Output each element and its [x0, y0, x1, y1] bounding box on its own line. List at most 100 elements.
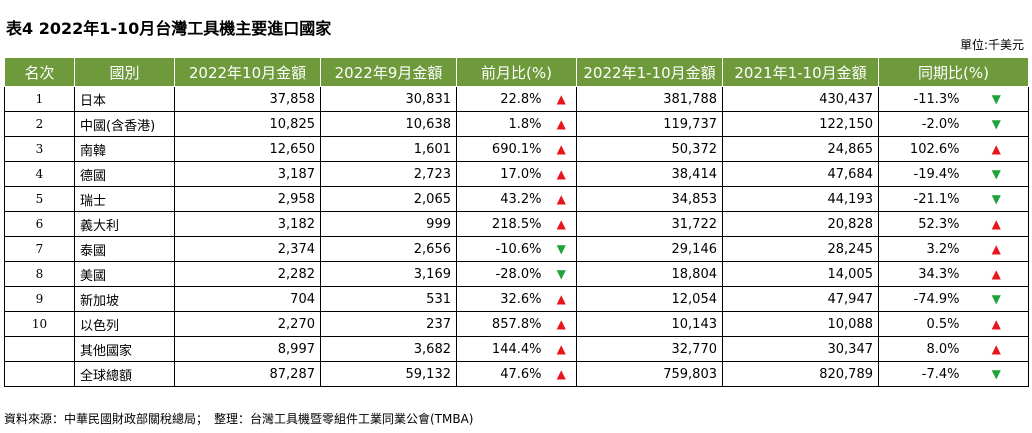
mom-cell: 144.4% — [456, 336, 547, 362]
yoy-cell: -19.4% — [878, 161, 965, 187]
table-row: 9 新加坡 704 531 32.6% ▲ 12,054 47,947 -74.9% ▼ — [4, 286, 1029, 312]
yoy-cell: 34.3% — [878, 261, 965, 287]
yoy-cell: -7.4% — [878, 361, 965, 387]
ytd2021-cell: 44,193 — [722, 186, 879, 212]
ytd2021-cell: 430,437 — [722, 86, 879, 112]
ytd2021-cell: 47,684 — [722, 161, 879, 187]
source-note: 資料來源：中華民國財政部關稅總局； 整理：台灣工具機暨零組件工業同業公會(TMB… — [4, 412, 474, 426]
mom-cell: 1.8% — [456, 111, 547, 137]
rank-cell — [4, 336, 75, 362]
yoy-arrow-icon: ▼ — [964, 186, 1029, 212]
rank-cell: 3 — [4, 136, 75, 162]
oct2022-cell: 2,958 — [174, 186, 321, 212]
ytd2021-cell: 14,005 — [722, 261, 879, 287]
country-cell: 泰國 — [74, 236, 175, 262]
sep2022-cell: 30,831 — [320, 86, 457, 112]
table-row: 7 泰國 2,374 2,656 -10.6% ▼ 29,146 28,245 3.2% ▲ — [4, 236, 1029, 262]
mom-cell: 47.6% — [456, 361, 547, 387]
oct2022-cell: 2,270 — [174, 311, 321, 337]
country-cell: 義大利 — [74, 211, 175, 237]
header-row: 名次 國別 2022年10月金額 2022年9月金額 前月比(%) 2022年1… — [4, 57, 1029, 87]
ytd2022-cell: 759,803 — [576, 361, 723, 387]
yoy-arrow-icon: ▲ — [964, 311, 1029, 337]
mom-cell: 22.8% — [456, 86, 547, 112]
mom-arrow-icon: ▲ — [546, 361, 577, 387]
header-ytd2021: 2021年1-10月金額 — [722, 57, 879, 87]
mom-arrow-icon: ▲ — [546, 136, 577, 162]
mom-cell: 857.8% — [456, 311, 547, 337]
country-cell: 其他國家 — [74, 336, 175, 362]
rank-cell: 9 — [4, 286, 75, 312]
mom-arrow-icon: ▲ — [546, 86, 577, 112]
country-cell: 以色列 — [74, 311, 175, 337]
country-cell: 日本 — [74, 86, 175, 112]
oct2022-cell: 8,997 — [174, 336, 321, 362]
yoy-cell: -2.0% — [878, 111, 965, 137]
mom-arrow-icon: ▼ — [546, 236, 577, 262]
header-sep2022: 2022年9月金額 — [320, 57, 457, 87]
country-cell: 全球總額 — [74, 361, 175, 387]
mom-arrow-icon: ▲ — [546, 311, 577, 337]
country-cell: 中國(含香港) — [74, 111, 175, 137]
mom-cell: 690.1% — [456, 136, 547, 162]
import-table: 名次 國別 2022年10月金額 2022年9月金額 前月比(%) 2022年1… — [4, 57, 1029, 387]
yoy-cell: -74.9% — [878, 286, 965, 312]
unit-label: 單位:千美元 — [959, 38, 1024, 52]
sep2022-cell: 2,065 — [320, 186, 457, 212]
sep2022-cell: 237 — [320, 311, 457, 337]
mom-cell: 218.5% — [456, 211, 547, 237]
mom-arrow-icon: ▲ — [546, 336, 577, 362]
sep2022-cell: 3,682 — [320, 336, 457, 362]
ytd2021-cell: 30,347 — [722, 336, 879, 362]
country-cell: 瑞士 — [74, 186, 175, 212]
sep2022-cell: 531 — [320, 286, 457, 312]
header-rank: 名次 — [4, 57, 75, 87]
ytd2022-cell: 32,770 — [576, 336, 723, 362]
table-row: 其他國家 8,997 3,682 144.4% ▲ 32,770 30,347 8.0% ▲ — [4, 336, 1029, 362]
mom-arrow-icon: ▲ — [546, 186, 577, 212]
header-oct2022: 2022年10月金額 — [174, 57, 321, 87]
oct2022-cell: 3,182 — [174, 211, 321, 237]
table-row: 5 瑞士 2,958 2,065 43.2% ▲ 34,853 44,193 -21.1% ▼ — [4, 186, 1029, 212]
yoy-cell: 0.5% — [878, 311, 965, 337]
yoy-arrow-icon: ▼ — [964, 286, 1029, 312]
sep2022-cell: 999 — [320, 211, 457, 237]
ytd2021-cell: 24,865 — [722, 136, 879, 162]
oct2022-cell: 3,187 — [174, 161, 321, 187]
oct2022-cell: 2,282 — [174, 261, 321, 287]
sep2022-cell: 1,601 — [320, 136, 457, 162]
oct2022-cell: 87,287 — [174, 361, 321, 387]
yoy-arrow-icon: ▲ — [964, 136, 1029, 162]
header-country: 國別 — [74, 57, 175, 87]
table-row: 4 德國 3,187 2,723 17.0% ▲ 38,414 47,684 -19.4% ▼ — [4, 161, 1029, 187]
mom-arrow-icon: ▲ — [546, 161, 577, 187]
header-ytd2022: 2022年1-10月金額 — [576, 57, 723, 87]
yoy-cell: 8.0% — [878, 336, 965, 362]
yoy-cell: -21.1% — [878, 186, 965, 212]
rank-cell: 4 — [4, 161, 75, 187]
ytd2022-cell: 10,143 — [576, 311, 723, 337]
header-mom: 前月比(%) — [456, 57, 577, 87]
country-cell: 南韓 — [74, 136, 175, 162]
rank-cell: 2 — [4, 111, 75, 137]
rank-cell: 6 — [4, 211, 75, 237]
table-row: 10 以色列 2,270 237 857.8% ▲ 10,143 10,088 0.5% ▲ — [4, 311, 1029, 337]
yoy-cell: -11.3% — [878, 86, 965, 112]
ytd2021-cell: 10,088 — [722, 311, 879, 337]
table-row: 全球總額 87,287 59,132 47.6% ▲ 759,803 820,789 -7.4… — [4, 361, 1029, 387]
table-title: 表4 2022年1-10月台灣工具機主要進口國家 — [6, 19, 332, 38]
yoy-cell: 102.6% — [878, 136, 965, 162]
mom-arrow-icon: ▼ — [546, 261, 577, 287]
mom-arrow-icon: ▲ — [546, 111, 577, 137]
yoy-arrow-icon: ▼ — [964, 361, 1029, 387]
ytd2021-cell: 47,947 — [722, 286, 879, 312]
ytd2021-cell: 122,150 — [722, 111, 879, 137]
yoy-arrow-icon: ▼ — [964, 161, 1029, 187]
table-row: 1 日本 37,858 30,831 22.8% ▲ 381,788 430,437 -11.3… — [4, 86, 1029, 112]
country-cell: 美國 — [74, 261, 175, 287]
table-row: 2 中國(含香港) 10,825 10,638 1.8% ▲ 119,737 122,150-… — [4, 111, 1029, 137]
ytd2022-cell: 31,722 — [576, 211, 723, 237]
sep2022-cell: 59,132 — [320, 361, 457, 387]
mom-cell: -10.6% — [456, 236, 547, 262]
table-row: 8 美國 2,282 3,169 -28.0% ▼ 18,804 14,005 34.3% ▲ — [4, 261, 1029, 287]
